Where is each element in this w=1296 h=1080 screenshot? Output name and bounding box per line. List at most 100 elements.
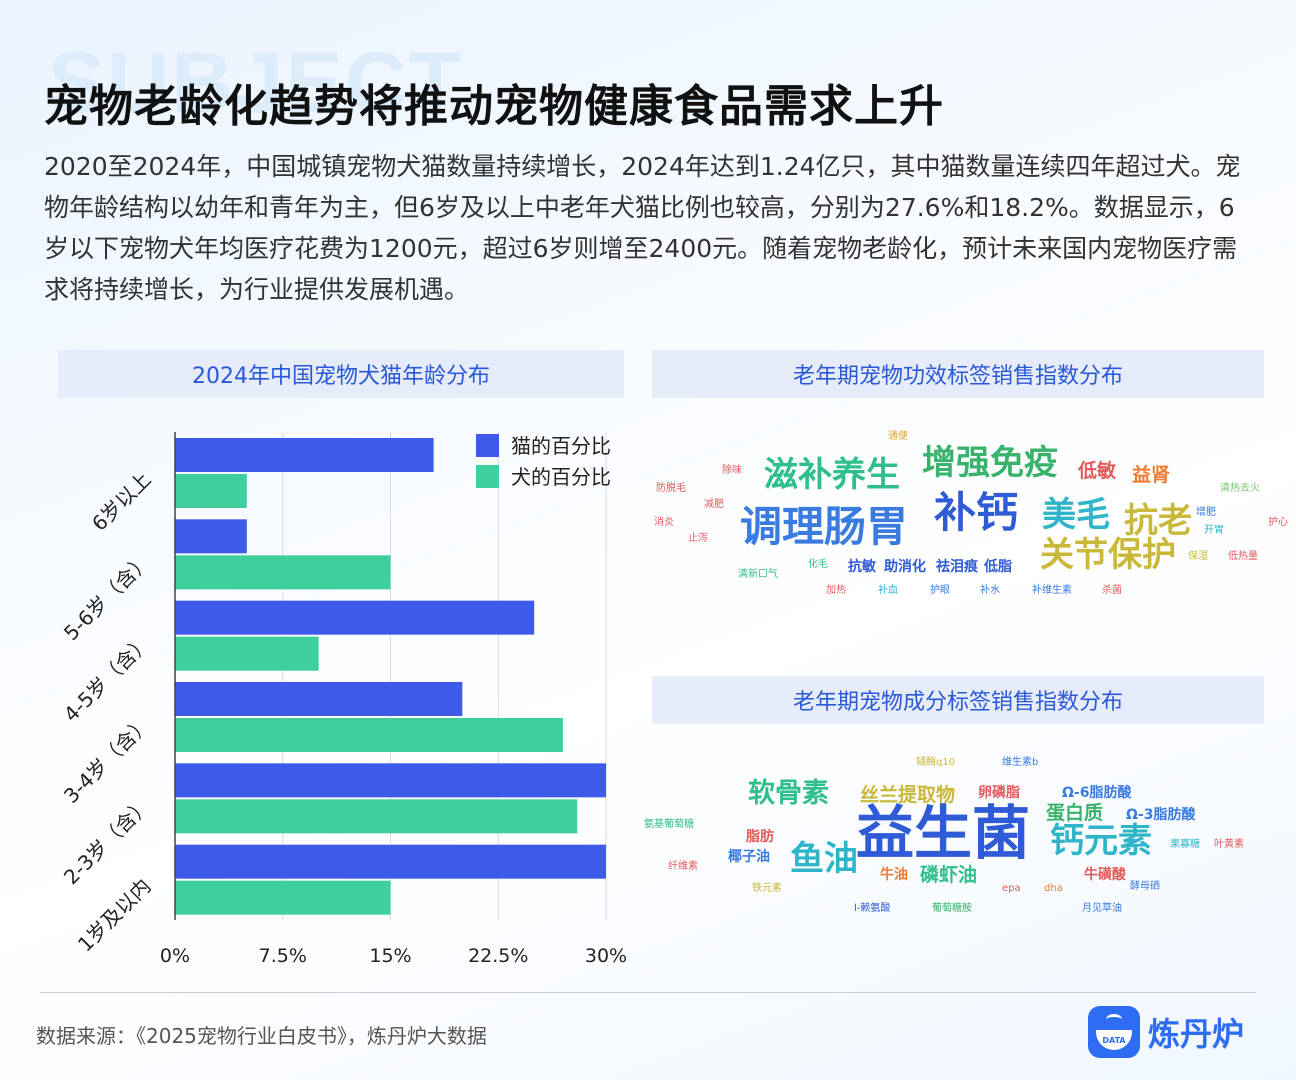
cloud-word: 增肥	[1196, 507, 1216, 518]
cloud-word: 减肥	[704, 499, 724, 510]
bar	[175, 682, 463, 716]
cloud-word: 补血	[878, 585, 898, 596]
cloud-word: 鱼油	[790, 839, 858, 879]
brand-logo: DATA 炼丹炉	[1088, 1006, 1244, 1058]
category-label: 2-3岁（含）	[59, 793, 156, 890]
cloud-word: 清热去火	[1220, 483, 1260, 494]
category-label: 4-5岁（含）	[59, 630, 156, 727]
efficacy-panel-header: 老年期宠物功效标签销售指数分布	[652, 350, 1264, 398]
cloud-word: 补维生素	[1032, 585, 1072, 596]
cloud-word: 加热	[826, 585, 846, 596]
logo-text: 炼丹炉	[1148, 1015, 1245, 1053]
cloud-word: 关节保护	[1040, 535, 1176, 575]
cloud-word: 补钙	[934, 488, 1019, 537]
cloud-word: 增强免疫	[922, 443, 1058, 483]
bar	[175, 844, 606, 879]
category-label: 6岁以上	[87, 467, 155, 535]
chart-panel-header: 2024年中国宠物犬猫年龄分布	[58, 350, 624, 398]
cloud-word: 益生菌	[856, 799, 1031, 867]
cloud-word: 酵母硒	[1130, 881, 1160, 892]
bar	[175, 438, 434, 472]
age-distribution-chart: 6岁以上 5-6岁（含）4-5岁（含）3-4岁（含）2-3岁（含）1岁及以内 0% 7…	[59, 432, 627, 967]
cloud-word: 铁元素	[752, 883, 782, 894]
data-source: 数据来源：《2025宠物行业白皮书》，炼丹炉大数据	[36, 1024, 487, 1048]
category-label: 1岁及以内	[73, 874, 156, 957]
cloud-word: 开胃	[1204, 525, 1224, 536]
footer-divider	[40, 992, 1256, 993]
cloud-word: 牛磺酸	[1084, 867, 1126, 883]
cloud-word: 低敏	[1078, 460, 1117, 482]
bar	[175, 474, 247, 508]
bar	[175, 763, 606, 798]
cloud-word: Ω-6脂肪酸	[1062, 785, 1132, 801]
cloud-word: 祛泪痕	[936, 559, 978, 575]
cloud-word: 果寡糖	[1170, 839, 1200, 850]
x-tick-label: 30%	[585, 945, 627, 967]
x-tick-label: 22.5%	[468, 945, 528, 967]
cloud-word: 美毛	[1042, 495, 1110, 535]
cloud-word: 月见草油	[1082, 903, 1122, 914]
x-tick-label: 0%	[160, 945, 190, 967]
bar	[175, 799, 578, 834]
cloud-word: dha	[1044, 883, 1063, 894]
category-label: 3-4岁（含）	[59, 711, 156, 808]
cloud-word: 除味	[722, 465, 742, 476]
category-label: 5-6岁（含）	[59, 549, 156, 646]
legend-swatch	[476, 465, 499, 488]
cloud-word: 低脂	[984, 559, 1012, 575]
intro-paragraph: 2020至2024年，中国城镇宠物犬猫数量持续增长，2024年达到1.24亿只，…	[44, 152, 1241, 304]
cloud-word: 护眼	[930, 585, 950, 596]
x-tick-label: 7.5%	[259, 945, 307, 967]
bar	[175, 600, 535, 635]
cloud-word: 护心	[1268, 517, 1288, 528]
watermark-text: SUBJECT	[48, 35, 464, 131]
cloud-word: 辅酶q10	[916, 757, 956, 768]
cloud-word: 椰子油	[728, 849, 770, 865]
cloud-word: 通便	[888, 431, 908, 442]
legend-label: 犬的百分比	[511, 465, 611, 489]
cloud-word: 钙元素	[1050, 821, 1152, 861]
cloud-word: 卵磷脂	[978, 785, 1020, 801]
cloud-word: 脂肪	[746, 829, 774, 845]
cloud-word: 抗敏	[848, 559, 876, 575]
ingredient-panel-header: 老年期宠物成分标签销售指数分布	[652, 676, 1264, 724]
ingredient-word-cloud: 辅酶q10 维生素b 软骨素 丝兰提取物 卵磷脂 Ω-6脂肪酸氨基葡萄糖脂肪 益生菌 蛋白质 Ω…	[640, 750, 1264, 930]
cloud-word: 纤维素	[668, 861, 698, 872]
logo-badge: DATA	[1096, 1030, 1132, 1050]
bar	[175, 555, 391, 590]
cloud-word: 叶黄素	[1214, 839, 1244, 850]
cloud-word: 助消化	[884, 559, 926, 575]
cloud-word: 磷虾油	[920, 864, 978, 886]
cloud-word: 滋补养生	[764, 455, 900, 495]
pot-icon: DATA	[1088, 1006, 1140, 1058]
bar	[175, 636, 319, 671]
cloud-word: 止泻	[688, 533, 708, 544]
cloud-word: 抗老	[1124, 501, 1192, 541]
cloud-word: epa	[1002, 883, 1021, 894]
cloud-word: 软骨素	[748, 778, 829, 809]
cloud-word: 丝兰提取物	[860, 784, 956, 806]
cloud-word: 葡萄糖胺	[932, 903, 972, 914]
cloud-word: 消炎	[654, 517, 674, 528]
cloud-word: 杀菌	[1102, 585, 1122, 596]
bar	[175, 718, 563, 752]
cloud-word: 蛋白质	[1046, 802, 1104, 824]
cloud-word: l-赖氨酸	[854, 903, 891, 914]
cloud-word: 补水	[980, 585, 1000, 596]
cloud-word: 氨基葡萄糖	[644, 819, 694, 830]
cloud-word: 防脱毛	[656, 483, 686, 494]
cloud-word: 调理肠胃	[740, 502, 909, 551]
cloud-word: 保湿	[1188, 551, 1208, 562]
x-tick-label: 15%	[369, 945, 411, 967]
page-title: 宠物老龄化趋势将推动宠物健康食品需求上升	[44, 81, 944, 132]
legend-swatch	[476, 434, 499, 457]
bar	[175, 519, 247, 554]
cloud-word: 化毛	[808, 559, 828, 570]
bar	[175, 880, 391, 915]
cloud-word: 维生素b	[1002, 757, 1039, 768]
cloud-word: 益肾	[1132, 464, 1171, 486]
cloud-word: 低热量	[1228, 551, 1258, 562]
efficacy-word-cloud: 通便 除味 滋补养生 增强免疫 低敏 益肾 清热去火 防脱毛 减肥 调理肠胃 补钙 美毛 抗老 增肥 开胃护…	[652, 420, 1288, 610]
cloud-word: Ω-3脂肪酸	[1126, 807, 1196, 823]
cloud-word: 牛油	[880, 867, 908, 883]
